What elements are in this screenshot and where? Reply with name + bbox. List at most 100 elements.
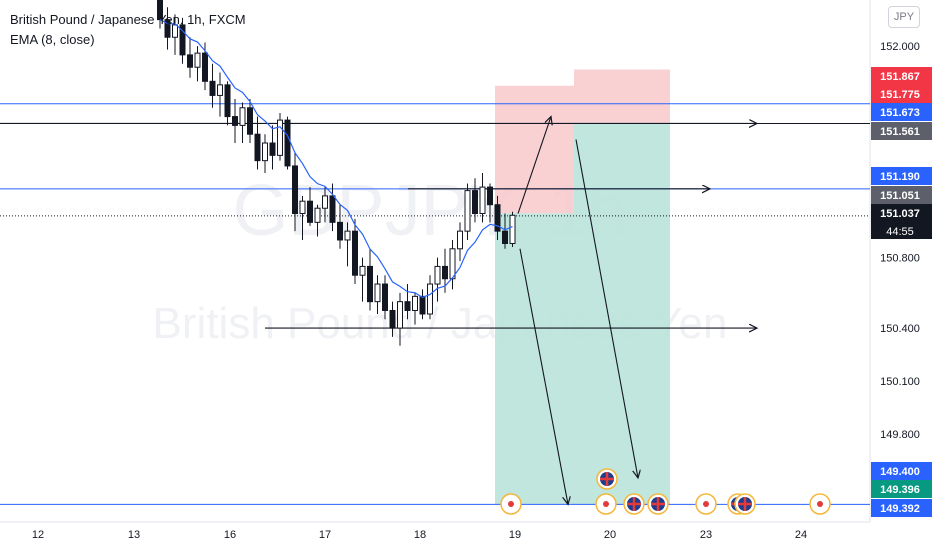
price-tag [871,67,932,85]
candle [487,186,493,206]
candle [494,204,501,232]
candle [434,265,441,285]
price-tick-label: 150.800 [880,253,920,265]
candle [479,186,486,215]
price-tag-label: 151.673 [880,107,920,119]
price-tag-label: 151.037 [880,208,920,220]
price-tag [871,122,932,140]
candle [374,283,381,303]
candle [202,52,208,82]
candle [472,190,478,215]
time-tick-label: 18 [414,529,426,541]
candle [262,142,268,162]
candle [157,0,163,21]
price-tag-label: 151.775 [880,89,920,101]
stop-loss-zone [495,85,574,214]
price-tick-label: 152.000 [880,41,920,53]
arrow-4 [519,248,568,505]
candle [269,142,276,156]
candle [457,230,463,250]
candle [509,214,516,244]
candle [344,230,351,241]
price-tag [871,480,932,498]
candle [449,248,456,280]
indicator-label[interactable]: EMA (8, close) [10,32,95,47]
candle [284,119,291,167]
candle [209,80,216,96]
candle [254,133,261,162]
price-tag-label: 149.400 [880,466,920,478]
time-tick-label: 19 [509,529,521,541]
time-tick-label: 20 [604,529,616,541]
arrow-3 [517,117,551,214]
candle [382,283,388,311]
candle [352,230,358,276]
price-tag [871,186,932,204]
candle [329,195,336,223]
countdown-tag [871,222,932,239]
candle [179,24,186,56]
price-tick-label: 150.100 [880,376,920,388]
event-dot-icon [817,501,823,507]
price-tag [871,85,932,103]
time-tick-label: 16 [224,529,236,541]
candle [322,195,328,209]
price-tag-label: 149.392 [880,503,920,515]
take-profit-zone-2 [574,123,670,505]
stop-loss-zone-2 [574,69,670,124]
price-tag [871,167,932,185]
price-tick-label: 149.800 [880,429,920,441]
price-tag-label: 151.867 [880,71,920,83]
time-tick-label: 13 [128,529,140,541]
candle [232,116,238,126]
event-dot-icon [703,501,709,507]
candle [164,19,171,38]
candle [247,107,253,135]
candle [172,24,178,38]
candle [187,54,193,68]
price-tag [871,103,932,121]
candle [359,265,366,276]
price-tag [871,462,932,480]
event-dot-icon [603,501,609,507]
event-dot-icon [508,501,514,507]
chart-legend: British Pound / Japanese Yen, 1h, FXCM E… [10,10,246,50]
time-tick-label: 23 [700,529,712,541]
price-tag [871,499,932,517]
price-tag-label: 151.561 [880,126,920,138]
candle [292,165,298,215]
candle [389,309,396,329]
candle [367,265,373,303]
candle [412,295,418,311]
price-tick-label: 150.400 [880,323,920,335]
currency-button[interactable]: JPY [888,6,920,28]
candle [502,230,508,244]
candle [427,283,433,315]
price-tag [871,204,932,222]
candle [277,119,283,156]
time-tick-label: 17 [319,529,331,541]
candle [194,52,201,68]
price-tag-label: 151.190 [880,171,920,183]
candle [404,301,411,311]
arrow-5 [575,139,638,477]
candle [299,200,306,215]
candle [419,295,426,315]
candle [307,200,313,223]
price-tag-label: 151.051 [880,190,920,202]
take-profit-zone [495,213,574,505]
candle [217,84,223,96]
countdown-label: 44:55 [886,226,914,238]
candle [464,190,471,232]
candle [442,265,448,280]
symbol-title[interactable]: British Pound / Japanese Yen, 1h, FXCM [10,12,246,27]
time-tick-label: 24 [795,529,807,541]
ema-line [159,19,513,299]
candle [239,107,246,126]
candle [337,221,343,241]
time-tick-label: 12 [32,529,44,541]
price-tag-label: 149.396 [880,484,920,496]
